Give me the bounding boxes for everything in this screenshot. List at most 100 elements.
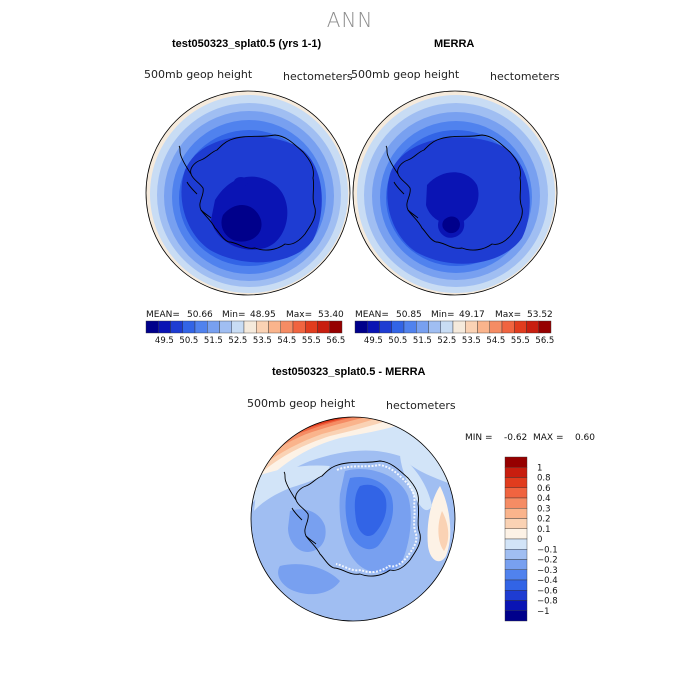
- panel2-colorbar-swatch: [477, 320, 490, 334]
- panel2-units-label: hectometers: [490, 70, 560, 83]
- panel2-colorbar-swatch: [391, 320, 405, 334]
- panel3-colorbar-tick: 1: [537, 463, 542, 473]
- panel3-contour-west-neg03: [288, 509, 326, 552]
- panel3-contour-east-neg01: [400, 456, 432, 511]
- panel3-colorbar-tick: −0.1: [537, 545, 558, 555]
- panel2-colorbar-tick: 56.5: [535, 336, 554, 346]
- panel1-mean-label: MEAN=: [146, 310, 180, 320]
- panel2-colorbar-swatch: [354, 320, 368, 334]
- panel3-colorbar-swatch: [504, 538, 528, 550]
- panel1-peninsula-coastline: [178, 145, 212, 219]
- panel3-contour-east-01: [438, 511, 449, 551]
- panel3-colorbar-swatch: [504, 487, 528, 499]
- panel3-ice-shelf-outline: [335, 463, 418, 574]
- panel1-colorbar-swatch: [280, 320, 294, 334]
- panel3-colorbar-tick: 0.4: [537, 494, 551, 504]
- panel1-colorbar-tick: 52.5: [228, 336, 247, 346]
- panel3-colorbar-swatch: [504, 518, 528, 529]
- panel1-colorbar-tick: 50.5: [179, 336, 198, 346]
- panel2-colorbar-swatch: [440, 320, 454, 334]
- panel3-colorbar-tick: −0.4: [537, 576, 558, 586]
- panel1-colorbar-swatch: [305, 320, 318, 334]
- panel3-colorbar-tick: 0.8: [537, 474, 551, 484]
- panel3-map-border: [250, 416, 456, 622]
- panel2-title: MERRA: [434, 38, 475, 50]
- panel1-colorbar-swatch: [317, 320, 330, 334]
- panel2-mean-value: 50.85: [396, 310, 422, 320]
- panel2-colorbar-swatch: [526, 320, 539, 334]
- panel2-variable-label: 500mb geop height: [351, 68, 460, 81]
- panel2-colorbar-swatch: [403, 320, 417, 334]
- panel1-mean-value: 50.66: [187, 310, 213, 320]
- panel1-min-label: Min=: [222, 310, 246, 320]
- panel1-max-value: 53.40: [318, 310, 344, 320]
- panel3-colorbar-swatch: [504, 600, 528, 611]
- panel2-colorbar-tick: 51.5: [413, 336, 432, 346]
- panel3-colorbar-swatch: [504, 497, 528, 509]
- panel1-colorbar-swatch: [292, 320, 306, 334]
- panel2-colorbar-swatch: [416, 320, 429, 334]
- panel3-peninsula-coastline: [283, 471, 317, 545]
- panel2-colorbar-tick: 55.5: [511, 336, 530, 346]
- panel2-colorbar-tick: 53.5: [462, 336, 481, 346]
- panel1-colorbar-swatch: [256, 320, 269, 334]
- panel1-variable-label: 500mb geop height: [144, 68, 253, 81]
- panel1-colorbar-tick: 53.5: [253, 336, 272, 346]
- panel2-colorbar: 49.5 50.5 51.5 52.5 53.5 54.5 55.5 56.5: [354, 320, 554, 346]
- panel1-colorbar-swatch: [243, 320, 257, 334]
- panel1-colorbar-swatch: [145, 320, 159, 334]
- panel2-max-value: 53.52: [527, 310, 553, 320]
- panel1-colorbar-swatch: [158, 320, 171, 334]
- panel1-colorbar-tick: 54.5: [277, 336, 296, 346]
- panel2-colorbar-swatch: [501, 320, 515, 334]
- panel3-contour-west-neg01: [254, 465, 330, 511]
- panel2-colorbar-swatch: [489, 320, 503, 334]
- figure-title: ANN: [326, 8, 374, 32]
- panel1-units-label: hectometers: [283, 70, 353, 83]
- panel3-colorbar-tick: 0.2: [537, 515, 551, 525]
- panel2-colorbar-tick: 54.5: [486, 336, 505, 346]
- panel1-colorbar-swatch: [231, 320, 245, 334]
- panel2-colorbar-swatch: [367, 320, 380, 334]
- panel3-colorbar-swatch: [504, 508, 528, 519]
- panel1-antarctica-coastline: [190, 134, 316, 251]
- panel2-colorbar-swatch: [465, 320, 478, 334]
- panel2-colorbar-swatch: [379, 320, 392, 334]
- panel2-contour-49-5: [426, 172, 479, 225]
- panel2-colorbar-swatch: [538, 320, 552, 334]
- panel2-contour-49: [442, 216, 460, 234]
- panel3-colorbar-swatch: [504, 590, 528, 601]
- panel3-antarctica-coastline: [295, 460, 421, 577]
- panel3-colorbar-swatch: [504, 456, 528, 468]
- panel2-colorbar-tick: 49.5: [364, 336, 383, 346]
- panel2-colorbar-swatch: [452, 320, 466, 334]
- panel1-min-value: 48.95: [250, 310, 276, 320]
- panel2-antarctica-coastline: [397, 134, 523, 251]
- panel3-units-label: hectometers: [386, 399, 456, 412]
- panel3-colorbar-swatch: [504, 579, 528, 591]
- panel3-colorbar-tick: −1: [537, 607, 550, 617]
- panel2-map-border: [352, 90, 558, 296]
- panel3-colorbar-swatch: [504, 528, 528, 540]
- panel1-colorbar-tick: 55.5: [302, 336, 321, 346]
- panel3-colorbar-tick: −0.8: [537, 597, 558, 607]
- panel2-colorbar-tick: 50.5: [388, 336, 407, 346]
- panel3-colorbar-tick: −0.3: [537, 566, 558, 576]
- panel3-contour-neg06: [354, 484, 387, 537]
- panel3-contour-south-neg03: [278, 564, 340, 595]
- panel3-colorbar-swatch: [504, 467, 528, 478]
- panel3-colorbar-tick: −0.6: [537, 586, 558, 596]
- panel3-title: test050323_splat0.5 - MERRA: [272, 366, 426, 378]
- panel3-colorbar-tick: 0: [537, 535, 542, 545]
- panel1-map: [145, 90, 351, 296]
- panel1-colorbar-swatch: [194, 320, 208, 334]
- panel3-colorbar-swatch: [504, 477, 528, 488]
- panel1-colorbar-swatch: [207, 320, 220, 334]
- panel3-colorbar-tick: 0.1: [537, 525, 551, 535]
- panel2-min-value: 49.17: [459, 310, 485, 320]
- panel3-colorbar-swatch: [504, 549, 528, 560]
- panel1-max-label: Max=: [286, 310, 313, 320]
- panel1-colorbar-swatch: [170, 320, 183, 334]
- panel2-colorbar-tick: 52.5: [437, 336, 456, 346]
- panel1-colorbar-swatch: [219, 320, 232, 334]
